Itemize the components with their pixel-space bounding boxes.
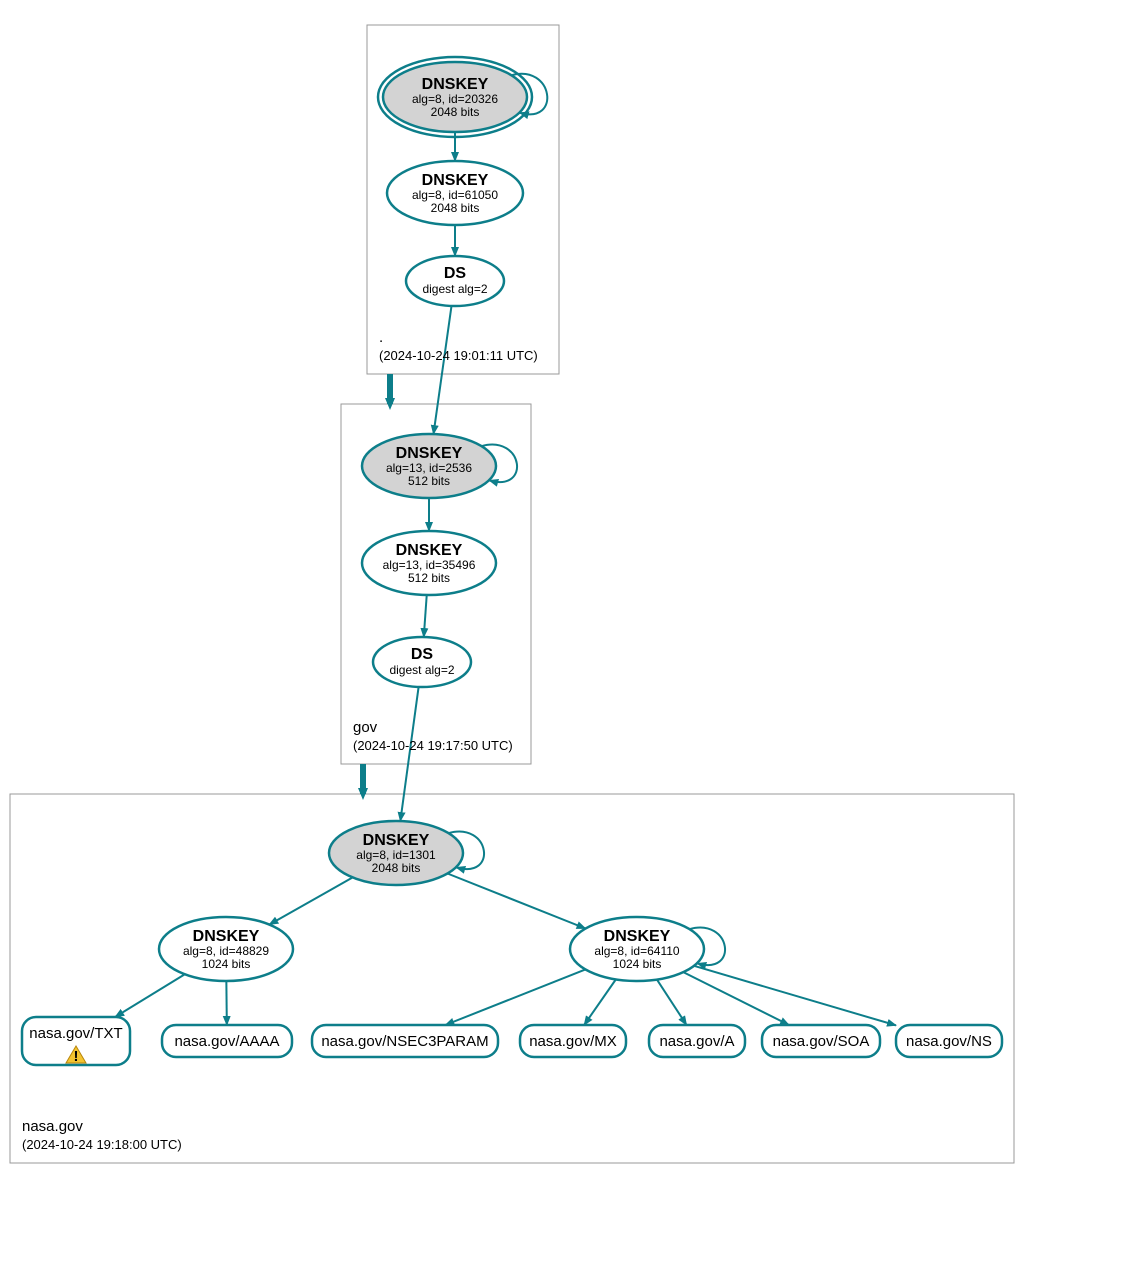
svg-text:2048 bits: 2048 bits bbox=[431, 105, 480, 119]
node-l-nsec: nasa.gov/NSEC3PARAM bbox=[312, 1025, 498, 1057]
node-l-soa: nasa.gov/SOA bbox=[762, 1025, 880, 1057]
svg-text:DNSKEY: DNSKEY bbox=[422, 172, 489, 189]
leaf-label: nasa.gov/NS bbox=[906, 1033, 992, 1050]
edge-n-zsk2-l-soa bbox=[683, 972, 789, 1025]
edge-n-zsk2-l-nsec bbox=[445, 969, 585, 1025]
svg-text:digest alg=2: digest alg=2 bbox=[389, 663, 454, 677]
node-l-mx: nasa.gov/MX bbox=[520, 1025, 626, 1057]
edge-n-zsk2-l-a bbox=[657, 980, 687, 1025]
node-g-zsk: DNSKEYalg=13, id=35496512 bits bbox=[362, 531, 496, 595]
svg-text:2048 bits: 2048 bits bbox=[431, 201, 480, 215]
node-g-ds: DSdigest alg=2 bbox=[373, 637, 471, 687]
zone-label-gov: gov bbox=[353, 719, 378, 736]
svg-text:DNSKEY: DNSKEY bbox=[396, 445, 463, 462]
svg-text:alg=8, id=64110: alg=8, id=64110 bbox=[594, 944, 680, 958]
node-l-ns: nasa.gov/NS bbox=[896, 1025, 1002, 1057]
svg-text:digest alg=2: digest alg=2 bbox=[422, 282, 487, 296]
svg-text:DNSKEY: DNSKEY bbox=[363, 832, 430, 849]
edge-n-ksk-n-zsk1 bbox=[269, 877, 352, 924]
node-n-zsk2: DNSKEYalg=8, id=641101024 bits bbox=[570, 917, 725, 981]
svg-text:alg=8, id=1301: alg=8, id=1301 bbox=[356, 848, 436, 862]
svg-text:DNSKEY: DNSKEY bbox=[604, 928, 671, 945]
node-r-zsk: DNSKEYalg=8, id=610502048 bits bbox=[387, 161, 523, 225]
svg-text:DNSKEY: DNSKEY bbox=[396, 542, 463, 559]
edge-n-zsk1-l-txt bbox=[115, 974, 185, 1017]
leaf-label: nasa.gov/MX bbox=[529, 1033, 617, 1050]
svg-text:alg=8, id=20326: alg=8, id=20326 bbox=[412, 92, 498, 106]
svg-text:DS: DS bbox=[411, 646, 434, 663]
zone-timestamp-gov: (2024-10-24 19:17:50 UTC) bbox=[353, 738, 513, 753]
edge-n-zsk2-l-ns bbox=[694, 966, 896, 1026]
svg-text:alg=13, id=2536: alg=13, id=2536 bbox=[386, 461, 472, 475]
svg-text:512 bits: 512 bits bbox=[408, 474, 450, 488]
svg-text:1024 bits: 1024 bits bbox=[202, 957, 251, 971]
node-l-aaaa: nasa.gov/AAAA bbox=[162, 1025, 292, 1057]
node-g-ksk: DNSKEYalg=13, id=2536512 bits bbox=[362, 434, 517, 498]
node-r-ksk: DNSKEYalg=8, id=203262048 bits bbox=[378, 57, 547, 137]
node-n-zsk1: DNSKEYalg=8, id=488291024 bits bbox=[159, 917, 293, 981]
svg-text:DS: DS bbox=[444, 265, 467, 282]
node-l-a: nasa.gov/A bbox=[649, 1025, 745, 1057]
svg-text:1024 bits: 1024 bits bbox=[613, 957, 662, 971]
zone-box-nasa bbox=[10, 794, 1014, 1163]
node-l-txt: nasa.gov/TXT! bbox=[22, 1017, 130, 1065]
svg-text:2048 bits: 2048 bits bbox=[372, 861, 421, 875]
svg-text:alg=8, id=48829: alg=8, id=48829 bbox=[183, 944, 269, 958]
leaf-label: nasa.gov/SOA bbox=[773, 1033, 870, 1050]
leaf-label: nasa.gov/NSEC3PARAM bbox=[321, 1033, 488, 1050]
svg-text:DNSKEY: DNSKEY bbox=[422, 76, 489, 93]
leaf-label: nasa.gov/TXT bbox=[29, 1025, 122, 1042]
edge-r-ds-g-ksk bbox=[433, 306, 451, 434]
leaf-label: nasa.gov/AAAA bbox=[174, 1033, 279, 1050]
edge-n-zsk2-l-mx bbox=[584, 979, 616, 1025]
svg-text:512 bits: 512 bits bbox=[408, 571, 450, 585]
edge-g-zsk-g-ds bbox=[424, 595, 427, 637]
svg-text:DNSKEY: DNSKEY bbox=[193, 928, 260, 945]
zone-label-nasa: nasa.gov bbox=[22, 1118, 83, 1135]
node-n-ksk: DNSKEYalg=8, id=13012048 bits bbox=[329, 821, 484, 885]
node-r-ds: DSdigest alg=2 bbox=[406, 256, 504, 306]
svg-text:alg=8, id=61050: alg=8, id=61050 bbox=[412, 188, 498, 202]
edge-n-ksk-n-zsk2 bbox=[447, 873, 585, 928]
leaf-label: nasa.gov/A bbox=[659, 1033, 734, 1050]
zone-timestamp-nasa: (2024-10-24 19:18:00 UTC) bbox=[22, 1137, 182, 1152]
zone-label-root: . bbox=[379, 329, 383, 346]
edge-g-ds-n-ksk bbox=[400, 687, 418, 821]
svg-text:alg=13, id=35496: alg=13, id=35496 bbox=[383, 558, 476, 572]
zone-timestamp-root: (2024-10-24 19:01:11 UTC) bbox=[379, 348, 538, 363]
dnssec-diagram: DNSKEYalg=8, id=203262048 bitsDNSKEYalg=… bbox=[0, 0, 1124, 1288]
svg-text:!: ! bbox=[74, 1048, 79, 1065]
